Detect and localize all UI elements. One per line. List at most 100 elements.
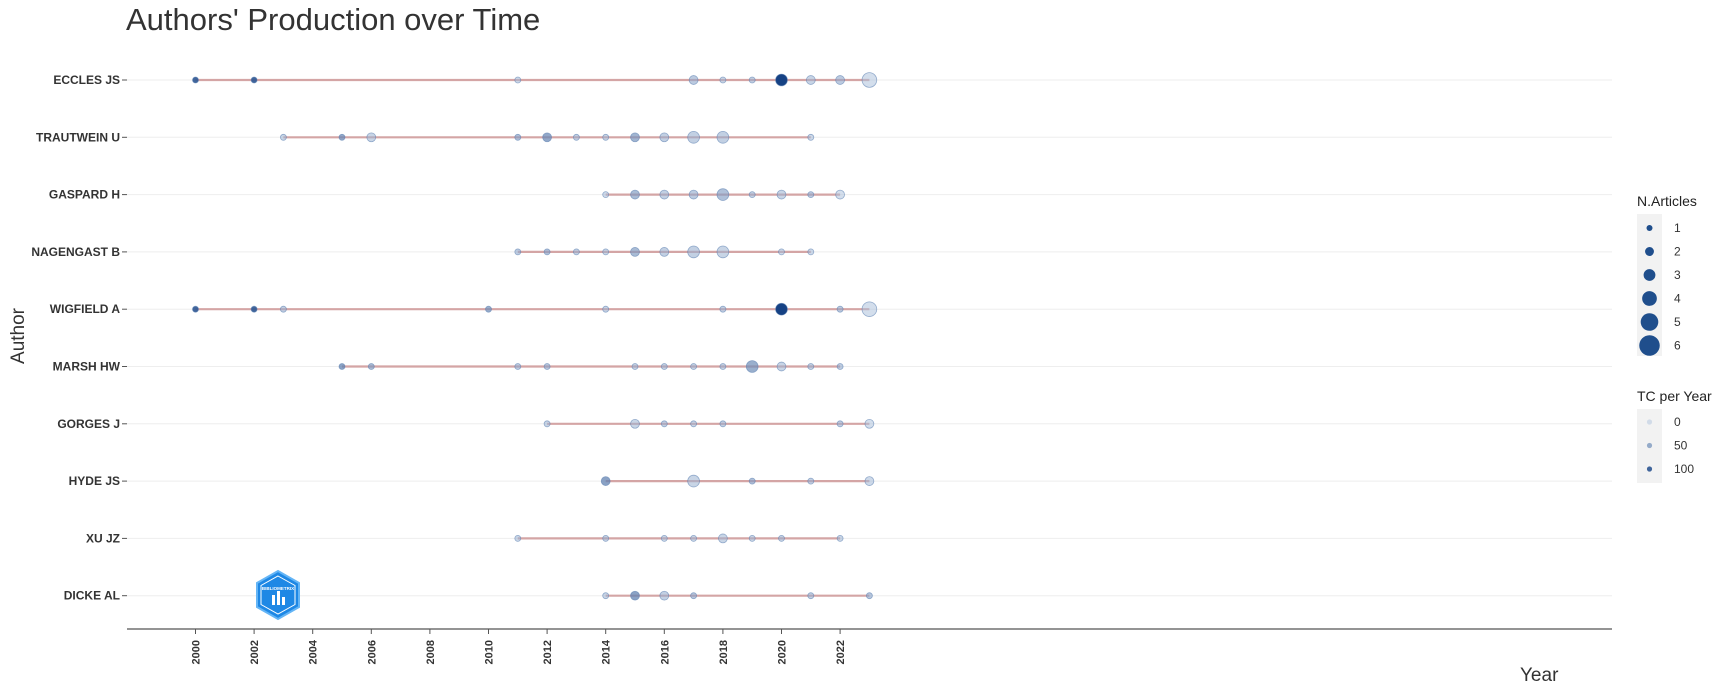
- data-point: [748, 535, 756, 542]
- data-point: [690, 363, 697, 370]
- data-point: [807, 477, 815, 485]
- legend-size-label: 6: [1674, 339, 1681, 353]
- legend-n-articles: N.Articles 1 2 3 4 5 6: [1637, 193, 1697, 356]
- data-point: [748, 191, 756, 199]
- data-point: [660, 420, 668, 428]
- data-point: [367, 363, 375, 370]
- x-tick-label: 2012: [542, 640, 554, 664]
- author-label: TRAUTWEIN U: [36, 130, 120, 144]
- legend-size-label: 2: [1674, 245, 1681, 259]
- legend-tc-per-year: TC per Year 0 50 100: [1637, 388, 1712, 483]
- grid-layer: [127, 79, 1612, 597]
- data-point: [659, 132, 670, 143]
- data-point: [690, 420, 697, 428]
- legend-size-key: [1643, 269, 1656, 281]
- data-point: [807, 133, 815, 141]
- data-point: [716, 245, 730, 259]
- data-point: [718, 533, 728, 544]
- logo-bar-2: [277, 591, 280, 605]
- data-point: [745, 360, 759, 373]
- data-point: [688, 75, 699, 85]
- legend-size-key: [1646, 225, 1653, 231]
- data-point: [807, 191, 815, 199]
- data-point: [338, 133, 346, 141]
- data-point: [748, 76, 756, 84]
- chart-title: Authors' Production over Time: [126, 2, 540, 37]
- legend-size-key: [1640, 313, 1659, 331]
- data-point: [659, 189, 670, 200]
- data-point: [602, 305, 610, 313]
- legend-size-key: [1642, 291, 1657, 306]
- data-point: [775, 302, 788, 316]
- data-point: [716, 188, 730, 201]
- bibliometrix-logo: BIBLIOMETRIX: [256, 569, 300, 621]
- data-point: [279, 133, 287, 141]
- data-point: [687, 245, 700, 259]
- x-tick-label: 2004: [308, 639, 320, 664]
- data-point: [719, 76, 727, 84]
- data-point: [602, 133, 610, 141]
- data-point: [192, 305, 199, 313]
- data-point: [250, 76, 258, 84]
- legend-size-key-bg: [1637, 214, 1662, 356]
- legend-size-label: 1: [1674, 221, 1681, 235]
- data-point: [600, 476, 611, 486]
- author-label: HYDE JS: [69, 474, 120, 488]
- data-point: [660, 535, 668, 542]
- data-point: [687, 131, 700, 144]
- legend-color-label: 50: [1674, 439, 1688, 453]
- data-point: [602, 248, 610, 256]
- data-point: [573, 248, 580, 256]
- data-point: [776, 361, 787, 372]
- data-point: [861, 301, 878, 317]
- logo-text: BIBLIOMETRIX: [262, 586, 294, 591]
- legend-color-key: [1646, 442, 1653, 449]
- data-point: [690, 592, 697, 600]
- author-label: WIGFIELD A: [50, 302, 121, 316]
- logo-bar-1: [272, 595, 275, 605]
- legend-size-key: [1639, 335, 1660, 356]
- legend-size-label: 5: [1674, 315, 1681, 329]
- legend-color-key: [1646, 419, 1653, 425]
- data-point: [602, 592, 610, 600]
- x-tick-label: 2008: [425, 640, 437, 664]
- data-point: [514, 248, 522, 256]
- logo-bar-3: [282, 597, 285, 605]
- data-point: [514, 363, 522, 370]
- data-point: [807, 248, 815, 256]
- data-point: [861, 72, 878, 88]
- data-point: [192, 76, 199, 84]
- data-point: [660, 363, 668, 370]
- data-point: [659, 590, 670, 601]
- data-point: [630, 247, 640, 257]
- author-timeline-layer: [195, 78, 870, 597]
- data-point: [836, 420, 844, 428]
- data-point: [630, 590, 640, 601]
- points-layer: [192, 72, 878, 601]
- data-point: [716, 131, 730, 144]
- data-point: [719, 420, 727, 428]
- legend-color-title: TC per Year: [1637, 388, 1712, 404]
- x-tick-label: 2020: [777, 640, 789, 664]
- data-point: [630, 189, 640, 200]
- y-axis-title: Author: [8, 307, 29, 364]
- data-point: [543, 248, 551, 256]
- data-point: [602, 535, 610, 542]
- data-point: [485, 305, 492, 313]
- author-label: ECCLES JS: [53, 73, 120, 87]
- x-axis-title: Year: [1520, 665, 1559, 686]
- x-tick-label: 2014: [601, 639, 613, 664]
- author-label: GASPARD H: [49, 188, 120, 202]
- data-point: [250, 305, 258, 313]
- data-point: [864, 476, 875, 486]
- x-tick-label: 2010: [484, 640, 496, 664]
- data-point: [687, 474, 700, 488]
- data-point: [836, 363, 844, 370]
- data-point: [866, 592, 873, 600]
- author-labels: ECCLES JS TRAUTWEIN U GASPARD H NAGENGAST B…: [31, 73, 127, 603]
- x-axis-ticks: 2000 2002 2004 2006 2008 2010 2012 2014 2016 2018…: [191, 629, 847, 664]
- data-point: [776, 189, 787, 200]
- x-tick-label: 2016: [659, 640, 671, 664]
- data-point: [719, 363, 727, 370]
